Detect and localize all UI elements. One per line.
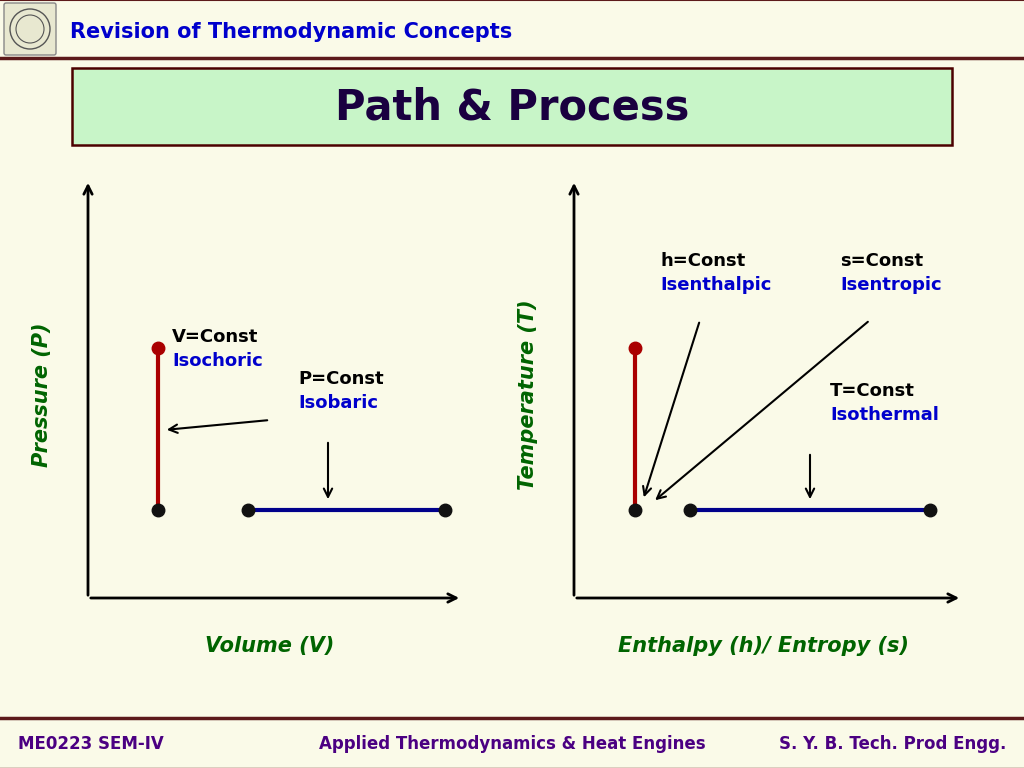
- Text: V=Const: V=Const: [172, 328, 258, 346]
- Text: Applied Thermodynamics & Heat Engines: Applied Thermodynamics & Heat Engines: [318, 735, 706, 753]
- Text: Isentropic: Isentropic: [840, 276, 942, 294]
- Text: Isothermal: Isothermal: [830, 406, 939, 424]
- Text: Volume (V): Volume (V): [206, 636, 335, 656]
- FancyBboxPatch shape: [4, 3, 56, 55]
- Text: Path & Process: Path & Process: [335, 87, 689, 129]
- Text: Pressure (P): Pressure (P): [32, 323, 52, 467]
- Text: S. Y. B. Tech. Prod Engg.: S. Y. B. Tech. Prod Engg.: [778, 735, 1006, 753]
- Text: Isobaric: Isobaric: [298, 394, 378, 412]
- Text: T=Const: T=Const: [830, 382, 914, 400]
- Text: s=Const: s=Const: [840, 252, 923, 270]
- Text: h=Const: h=Const: [660, 252, 745, 270]
- Text: Enthalpy (h)/ Entropy (s): Enthalpy (h)/ Entropy (s): [617, 636, 908, 656]
- Text: Temperature (T): Temperature (T): [518, 300, 538, 490]
- Text: Revision of Thermodynamic Concepts: Revision of Thermodynamic Concepts: [70, 22, 512, 42]
- Text: P=Const: P=Const: [298, 370, 384, 388]
- Text: Isochoric: Isochoric: [172, 352, 263, 370]
- FancyBboxPatch shape: [72, 68, 952, 145]
- Text: ME0223 SEM-IV: ME0223 SEM-IV: [18, 735, 164, 753]
- Text: Isenthalpic: Isenthalpic: [660, 276, 771, 294]
